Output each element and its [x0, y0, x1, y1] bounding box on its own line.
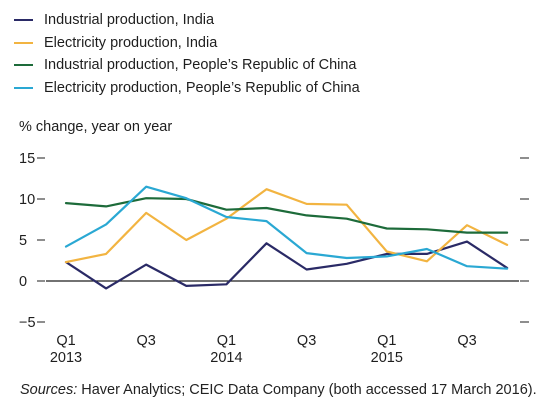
x-tick-label: Q1 — [56, 333, 75, 349]
y-tick-label: 10 — [19, 192, 35, 208]
legend-swatch — [14, 86, 33, 89]
x-tick-label: Q3 — [297, 333, 316, 349]
legend-label: Industrial production, People’s Republic… — [44, 57, 357, 74]
series-line — [64, 197, 509, 234]
legend-swatch — [14, 41, 33, 44]
legend-label: Electricity production, India — [44, 34, 218, 51]
legend-label: Electricity production, People’s Republi… — [44, 79, 360, 96]
source-note: Sources: Haver Analytics; CEIC Data Comp… — [20, 382, 537, 398]
y-tick-label: 0 — [19, 274, 27, 290]
x-tick-label: Q3 — [457, 333, 476, 349]
legend-item: Electricity production, India — [14, 32, 360, 55]
x-tick-year: 2015 — [371, 350, 403, 366]
legend-swatch — [14, 19, 33, 22]
y-tick-label: −5 — [19, 315, 36, 331]
x-tick-year: 2014 — [210, 350, 242, 366]
legend-item: Industrial production, People’s Republic… — [14, 54, 360, 77]
source-text: Haver Analytics; CEIC Data Company (both… — [77, 382, 537, 398]
x-tick-label: Q3 — [137, 333, 156, 349]
series-line — [64, 185, 509, 270]
chart-legend: Industrial production, India Electricity … — [14, 9, 360, 99]
legend-item: Electricity production, People’s Republi… — [14, 77, 360, 100]
y-tick-label: 5 — [19, 233, 27, 249]
source-prefix: Sources: — [20, 382, 78, 398]
x-tick-label: Q1 — [377, 333, 396, 349]
y-tick-label: 15 — [19, 151, 35, 167]
x-tick-label: Q1 — [217, 333, 236, 349]
y-axis-label: % change, year on year — [19, 119, 173, 135]
series-line — [64, 188, 509, 264]
x-tick-year: 2013 — [50, 350, 82, 366]
legend-item: Industrial production, India — [14, 9, 360, 32]
legend-label: Industrial production, India — [44, 12, 215, 29]
legend-swatch — [14, 64, 33, 67]
